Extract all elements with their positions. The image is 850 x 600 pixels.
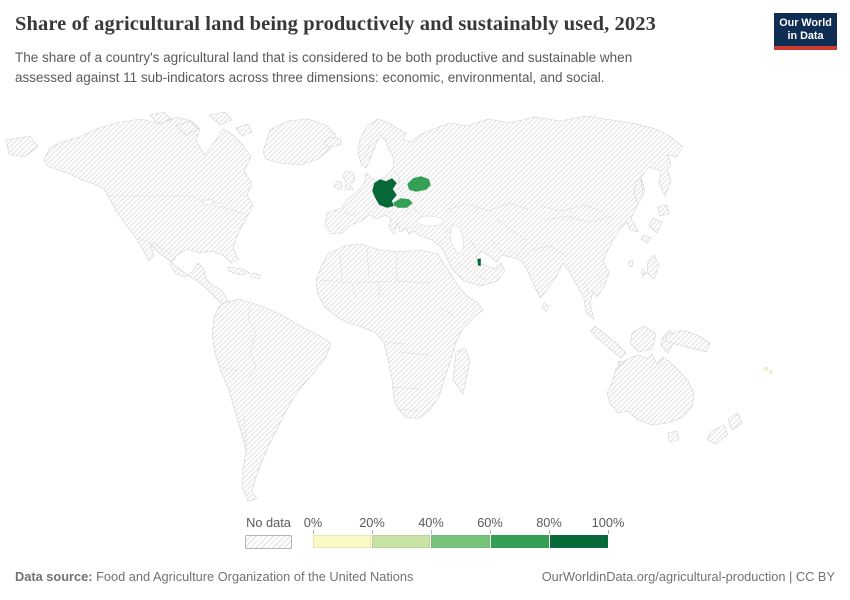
legend-bin-40-60[interactable] <box>431 535 490 548</box>
landmass-new-zealand <box>706 412 743 445</box>
landmass-south-america <box>211 298 332 502</box>
landmass-north-america <box>43 116 254 305</box>
landmass-caribbean <box>227 266 262 280</box>
legend-tick-40: 40% <box>418 515 444 530</box>
landmass-iceland <box>323 136 343 148</box>
inland-seas <box>202 199 464 254</box>
legend-tick-60: 60% <box>477 515 503 530</box>
footer: Data source: Food and Agriculture Organi… <box>15 569 835 584</box>
landmass-eurasia <box>324 115 684 320</box>
world-map-canvas <box>5 112 773 502</box>
legend-tick-100: 100% <box>591 515 625 530</box>
legend-tick-80: 80% <box>536 515 562 530</box>
landmass-arctic-islands <box>149 112 253 137</box>
country-germany[interactable] <box>371 177 398 209</box>
country-hungary[interactable] <box>392 197 414 209</box>
landmass-new-guinea <box>664 329 711 353</box>
legend-tickmark <box>608 530 609 534</box>
legend-no-data-swatch[interactable] <box>245 535 292 549</box>
legend-tickmark <box>313 530 314 534</box>
subtitle-line-1: The share of a country's agricultural la… <box>15 50 633 65</box>
legend-bin-60-80[interactable] <box>490 535 549 548</box>
landmass-sakhalin <box>633 178 644 205</box>
legend-tickmark <box>431 530 432 534</box>
page-title: Share of agricultural land being product… <box>15 13 656 35</box>
landmass-chukotka-wrap <box>5 135 39 158</box>
subtitle-line-2: assessed against 11 sub-indicators acros… <box>15 70 605 85</box>
landmass-tasmania <box>667 430 680 443</box>
landmass-taiwan-philippines <box>627 254 660 280</box>
legend-bin-80-100[interactable] <box>549 535 609 548</box>
data-countries <box>371 175 773 374</box>
sea-black <box>416 215 444 227</box>
legend-color-bar <box>313 535 609 548</box>
chart-subtitle: The share of a country's agricultural la… <box>15 48 735 88</box>
country-belarus[interactable] <box>406 175 432 193</box>
landmass-britain <box>342 170 356 191</box>
landmass-sri-lanka <box>541 302 550 312</box>
legend-tickmark <box>549 530 550 534</box>
data-source-line: Data source: Food and Agriculture Organi… <box>15 569 413 584</box>
data-source-label: Data source: <box>15 569 93 584</box>
country-qatar[interactable] <box>476 257 482 267</box>
legend-tick-20: 20% <box>359 515 385 530</box>
sea-caspian <box>450 224 464 254</box>
country-borders <box>106 140 613 454</box>
legend-tick-0: 0% <box>303 515 323 530</box>
legend-no-data-label: No data <box>246 515 291 530</box>
owid-logo[interactable]: Our World in Data <box>774 13 837 50</box>
owid-logo-line2: in Data <box>787 30 824 42</box>
owid-logo-line1: Our World <box>779 17 832 29</box>
legend-tickmark <box>490 530 491 534</box>
legend-tickmark <box>372 530 373 534</box>
landmass-japan <box>640 204 670 244</box>
no-data-landmasses <box>5 112 743 502</box>
legend-bin-0-20[interactable] <box>313 535 372 548</box>
landmass-australia <box>606 353 695 426</box>
legend-bin-20-40[interactable] <box>372 535 431 548</box>
data-source-text: Food and Agriculture Organization of the… <box>92 569 414 584</box>
landmass-ireland <box>333 180 343 191</box>
landmass-africa <box>315 243 484 419</box>
country-fiji[interactable] <box>764 367 773 374</box>
attribution-link[interactable]: OurWorldinData.org/agricultural-producti… <box>541 569 835 584</box>
landmass-madagascar <box>452 347 471 395</box>
